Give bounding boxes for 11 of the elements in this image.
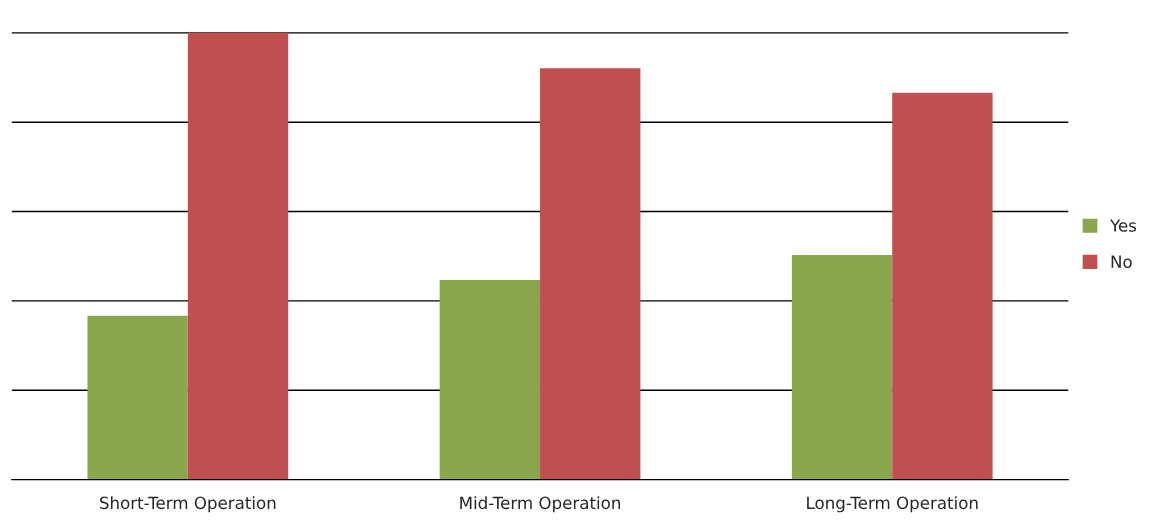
bar	[791, 254, 893, 480]
x-tick-label: Mid-Term Operation	[460, 496, 620, 513]
bar	[540, 68, 641, 480]
bar	[87, 315, 188, 480]
legend-label: Yes	[1109, 219, 1137, 232]
legend-label: No	[1111, 255, 1132, 268]
bar	[892, 92, 993, 480]
bar	[439, 279, 541, 480]
x-tick-label: Long-Term Operation	[807, 496, 978, 513]
x-tick-label: Short-Term Operation	[100, 496, 276, 513]
bar	[187, 32, 289, 480]
